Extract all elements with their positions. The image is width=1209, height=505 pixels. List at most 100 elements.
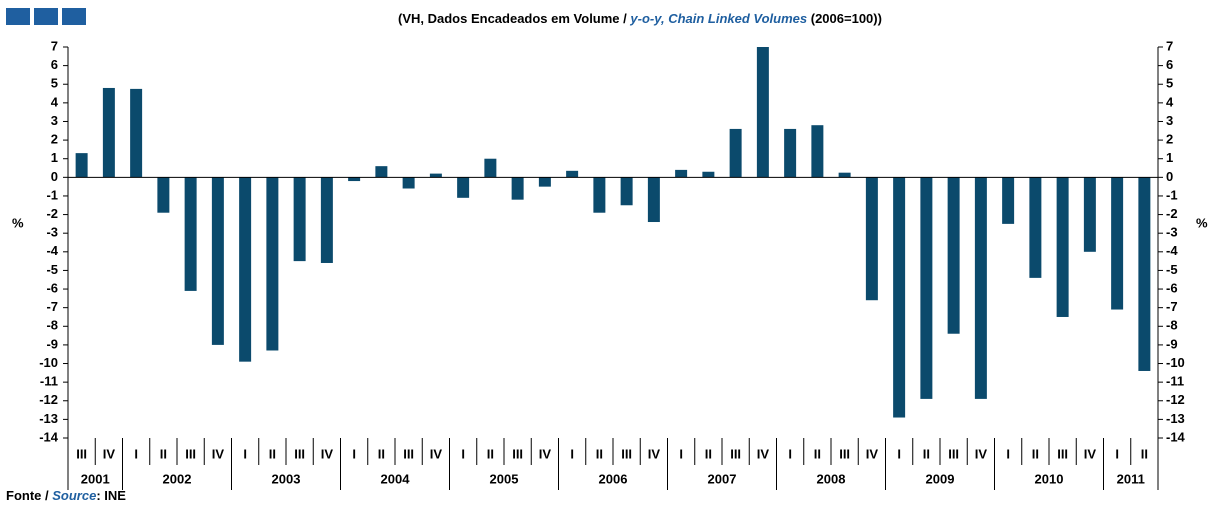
logo-square xyxy=(34,8,58,25)
bar xyxy=(157,177,170,213)
y-tick-label: -8 xyxy=(46,318,58,333)
y2-tick-label: 0 xyxy=(1166,169,1173,184)
bar xyxy=(620,177,633,206)
y2-tick-label: 4 xyxy=(1166,94,1174,109)
year-label: 2011 xyxy=(1117,471,1145,486)
y2-tick-label: -11 xyxy=(1166,374,1184,389)
x-tick-label: II xyxy=(487,446,494,461)
y2-tick-label: 6 xyxy=(1166,57,1173,72)
y-tick-label: 6 xyxy=(51,57,58,72)
y-tick-label: -3 xyxy=(46,225,58,240)
bar xyxy=(184,177,197,291)
year-label: 2005 xyxy=(490,471,519,486)
bar xyxy=(1029,177,1042,278)
source-en: Source xyxy=(52,488,96,503)
bar xyxy=(320,177,333,263)
x-tick-label: II xyxy=(1141,446,1148,461)
bar xyxy=(266,177,279,351)
y2-tick-label: -6 xyxy=(1166,280,1178,295)
bar xyxy=(865,177,878,301)
x-tick-label: IV xyxy=(212,446,225,461)
bar xyxy=(538,177,551,187)
x-tick-label: II xyxy=(814,446,821,461)
year-label: 2006 xyxy=(599,471,628,486)
bar xyxy=(1002,177,1015,224)
bar xyxy=(838,172,851,178)
x-tick-label: I xyxy=(788,446,792,461)
year-label: 2009 xyxy=(926,471,955,486)
bar xyxy=(1111,177,1124,310)
y-tick-label: 0 xyxy=(51,169,58,184)
bar xyxy=(1056,177,1069,317)
y2-tick-label: 2 xyxy=(1166,132,1173,147)
bar xyxy=(429,173,442,178)
y2-tick-label: -4 xyxy=(1166,243,1178,258)
x-tick-label: I xyxy=(1006,446,1010,461)
chart-title: (VH, Dados Encadeados em Volume / y-o-y,… xyxy=(398,11,882,26)
y2-tick-label: -2 xyxy=(1166,206,1178,221)
x-tick-label: III xyxy=(185,446,196,461)
logo-square xyxy=(62,8,86,25)
x-tick-label: IV xyxy=(1084,446,1097,461)
x-tick-label: I xyxy=(679,446,683,461)
y-tick-label: -14 xyxy=(39,429,59,444)
logo-square xyxy=(6,8,30,25)
year-label: 2001 xyxy=(81,471,110,486)
y2-tick-label: -8 xyxy=(1166,318,1178,333)
x-tick-label: II xyxy=(378,446,385,461)
bar xyxy=(402,177,415,189)
x-tick-label: IV xyxy=(866,446,879,461)
year-label: 2003 xyxy=(272,471,301,486)
x-tick-label: III xyxy=(294,446,305,461)
y2-tick-label: -3 xyxy=(1166,225,1178,240)
bar xyxy=(75,153,88,178)
bar xyxy=(1138,177,1151,371)
x-tick-label: I xyxy=(461,446,465,461)
x-tick-label: III xyxy=(730,446,741,461)
x-tick-label: III xyxy=(1057,446,1068,461)
x-tick-label: I xyxy=(352,446,356,461)
bar xyxy=(102,87,115,178)
x-tick-label: IV xyxy=(648,446,661,461)
bar xyxy=(784,128,797,178)
x-tick-label: II xyxy=(1032,446,1039,461)
y-axis-label: % xyxy=(12,215,24,230)
x-tick-label: I xyxy=(243,446,247,461)
bar xyxy=(457,177,470,198)
y-tick-label: 4 xyxy=(51,94,59,109)
bar xyxy=(211,177,224,345)
source: Fonte / Source: INE xyxy=(6,488,126,503)
bar xyxy=(893,177,906,418)
year-label: 2007 xyxy=(708,471,737,486)
bar xyxy=(566,170,579,178)
year-label: 2002 xyxy=(163,471,192,486)
y2-tick-label: 3 xyxy=(1166,113,1173,128)
y2-tick-label: -14 xyxy=(1166,429,1186,444)
x-tick-label: II xyxy=(923,446,930,461)
bar xyxy=(756,47,769,178)
bar xyxy=(293,177,306,262)
y2-tick-label: 7 xyxy=(1166,38,1173,53)
bar xyxy=(920,177,933,399)
x-tick-label: II xyxy=(596,446,603,461)
y-tick-label: 7 xyxy=(51,38,58,53)
bar xyxy=(375,166,388,178)
x-tick-label: II xyxy=(705,446,712,461)
bar xyxy=(811,125,824,178)
bar xyxy=(239,177,252,362)
x-tick-label: II xyxy=(269,446,276,461)
x-tick-label: IV xyxy=(103,446,116,461)
title-en: y-o-y, Chain Linked Volumes xyxy=(629,11,807,26)
y2-tick-label: -5 xyxy=(1166,262,1178,277)
y2-tick-label: -1 xyxy=(1166,187,1178,202)
title-pt: (VH, Dados Encadeados em Volume / xyxy=(398,11,627,26)
x-tick-label: IV xyxy=(975,446,988,461)
x-tick-label: I xyxy=(1115,446,1119,461)
y-tick-label: -7 xyxy=(46,299,58,314)
y-tick-label: -11 xyxy=(40,374,58,389)
x-tick-label: IV xyxy=(757,446,770,461)
x-tick-label: I xyxy=(134,446,138,461)
x-tick-label: IV xyxy=(430,446,443,461)
y2-tick-label: -9 xyxy=(1166,336,1178,351)
